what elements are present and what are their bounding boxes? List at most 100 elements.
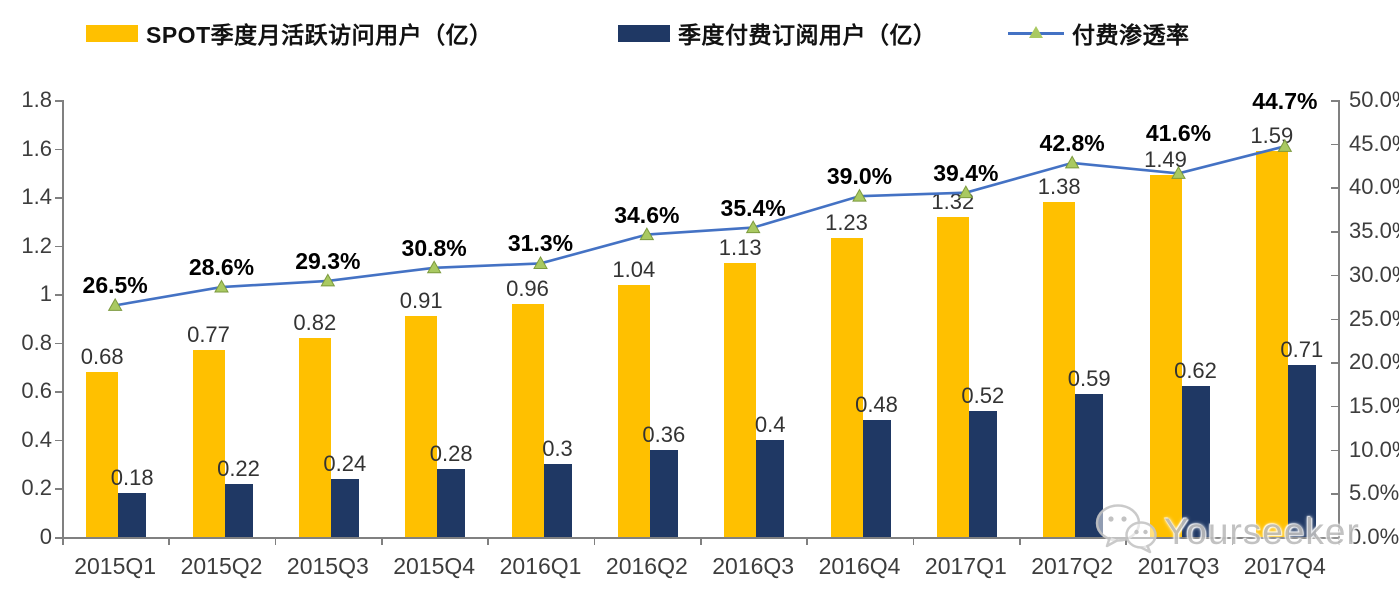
y-axis-right-tick — [1331, 274, 1338, 277]
triangle-marker-icon — [426, 260, 442, 274]
bar-value-label-subs: 0.36 — [642, 421, 686, 447]
y-axis-left-tick — [55, 488, 62, 490]
x-axis-tick-label: 2015Q1 — [74, 553, 157, 579]
triangle-marker-icon — [320, 273, 336, 287]
bar-value-label-subs: 0.22 — [217, 455, 260, 481]
penetration-pct-label: 28.6% — [188, 254, 255, 281]
y-axis-left-line — [62, 100, 64, 537]
bar-mau — [511, 303, 544, 537]
y-axis-right-tick — [1331, 143, 1338, 146]
bar-value-label-mau: 0.77 — [187, 322, 230, 348]
y-axis-left-tick — [55, 391, 62, 393]
y-axis-right-tick-label: 45.0% — [1349, 130, 1399, 156]
legend-label: 付费渗透率 — [1072, 22, 1190, 48]
penetration-line — [114, 145, 1286, 307]
y-axis-left-tick — [55, 100, 62, 102]
x-axis-tick — [168, 537, 170, 545]
legend-item-3: 付费渗透率 — [1008, 16, 1190, 50]
y-axis-left-tick — [55, 537, 62, 539]
y-axis-right-line — [1338, 100, 1340, 537]
triangle-marker-icon — [639, 227, 655, 241]
y-axis-right-tick-label: 10.0% — [1349, 436, 1399, 462]
bar-subs — [862, 420, 891, 537]
bar-value-label-subs: 0.48 — [855, 392, 898, 418]
bar-subs — [968, 410, 997, 537]
x-axis-tick — [62, 537, 64, 545]
y-axis-left-tick — [55, 294, 62, 296]
bar-mau — [1043, 201, 1076, 537]
bar-value-label-subs: 0.52 — [961, 382, 1005, 408]
bar-value-label-subs: 0.59 — [1067, 365, 1111, 391]
x-axis-tick-label: 2016Q3 — [712, 553, 795, 579]
penetration-pct-label: 44.7% — [1252, 88, 1318, 115]
penetration-pct-label: 39.0% — [826, 163, 893, 190]
y-axis-right-tick-label: 15.0% — [1349, 392, 1399, 418]
triangle-marker-icon — [1277, 138, 1293, 152]
penetration-line-svg — [107, 138, 1293, 311]
x-axis-tick — [274, 537, 277, 545]
bar-subs — [649, 449, 678, 537]
x-axis-tick — [912, 537, 915, 545]
bar-value-label-subs: 0.18 — [110, 465, 154, 491]
y-axis-left-tick-label: 0.6 — [21, 378, 52, 404]
bar-value-label-subs: 0.71 — [1280, 336, 1324, 362]
y-axis-right-tick-label: 40.0% — [1349, 174, 1399, 200]
bar-subs — [437, 469, 466, 537]
y-axis-left-tick — [55, 245, 62, 248]
y-axis-right-tick — [1331, 537, 1338, 539]
triangle-marker-icon — [1029, 26, 1043, 38]
bar-value-label-mau: 1.23 — [825, 210, 868, 236]
bar-subs — [330, 478, 359, 537]
y-axis-right-tick-label: 25.0% — [1349, 305, 1399, 331]
x-axis-tick-label: 2016Q1 — [499, 553, 582, 579]
bar-value-label-subs: 0.3 — [542, 436, 573, 462]
triangle-marker-icon — [533, 255, 548, 269]
legend-item-2: 季度付费订阅用户（亿） — [618, 16, 937, 50]
bar-value-label-mau: 1.04 — [612, 256, 656, 282]
bar-subs — [756, 439, 785, 537]
penetration-pct-label: 35.4% — [720, 194, 786, 221]
y-axis-left-tick-label: 0 — [39, 524, 52, 549]
triangle-marker-icon — [958, 185, 974, 199]
x-axis-tick-label: 2017Q1 — [924, 553, 1007, 579]
x-axis-tick — [593, 537, 596, 545]
y-axis-right-tick — [1331, 100, 1338, 102]
y-axis-left-tick-label: 1.6 — [21, 135, 52, 161]
x-axis-tick — [487, 537, 489, 545]
y-axis-right-tick — [1331, 493, 1338, 495]
watermark: Yourseeker — [1094, 502, 1360, 561]
x-axis-tick — [1019, 537, 1021, 545]
penetration-pct-label: 29.3% — [295, 247, 361, 274]
bar-mau — [936, 216, 969, 537]
bar-value-label-subs: 0.24 — [323, 450, 367, 476]
penetration-pct-label: 34.6% — [614, 201, 680, 228]
penetration-pct-label: 26.5% — [82, 272, 148, 299]
x-axis-tick-label: 2016Q4 — [818, 553, 901, 579]
bar-value-label-subs: 0.28 — [429, 441, 473, 467]
y-axis-right-tick — [1331, 187, 1338, 189]
y-axis-right-tick-label: 5.0% — [1349, 480, 1399, 506]
penetration-pct-label: 30.8% — [401, 234, 467, 261]
bar-value-label-mau: 0.82 — [293, 309, 337, 335]
watermark-text: Yourseeker — [1164, 510, 1360, 552]
y-axis-left-tick-label: 0.4 — [21, 426, 52, 452]
penetration-pct-label: 42.8% — [1039, 129, 1105, 156]
y-axis-left-tick-label: 0.8 — [21, 329, 52, 355]
x-axis-tick-label: 2015Q4 — [393, 553, 476, 579]
y-axis-right-tick — [1331, 318, 1338, 320]
x-axis-tick-label: 2017Q2 — [1031, 553, 1114, 579]
y-axis-right-tick — [1331, 449, 1338, 452]
y-axis-left-tick-label: 1 — [39, 281, 52, 307]
triangle-marker-icon — [214, 279, 229, 293]
penetration-pct-label: 39.4% — [933, 159, 999, 186]
bar-mau — [1255, 150, 1288, 537]
bar-mau — [86, 371, 119, 537]
bar-mau — [192, 350, 225, 537]
bar-value-label-mau: 1.38 — [1037, 173, 1081, 199]
y-axis-right-tick-label: 0.0% — [1349, 524, 1399, 549]
y-axis-left-tick — [55, 148, 62, 151]
bar-mau — [830, 238, 863, 537]
legend-swatch-bar — [86, 24, 138, 42]
y-axis-left-tick-label: 1.2 — [21, 232, 52, 258]
